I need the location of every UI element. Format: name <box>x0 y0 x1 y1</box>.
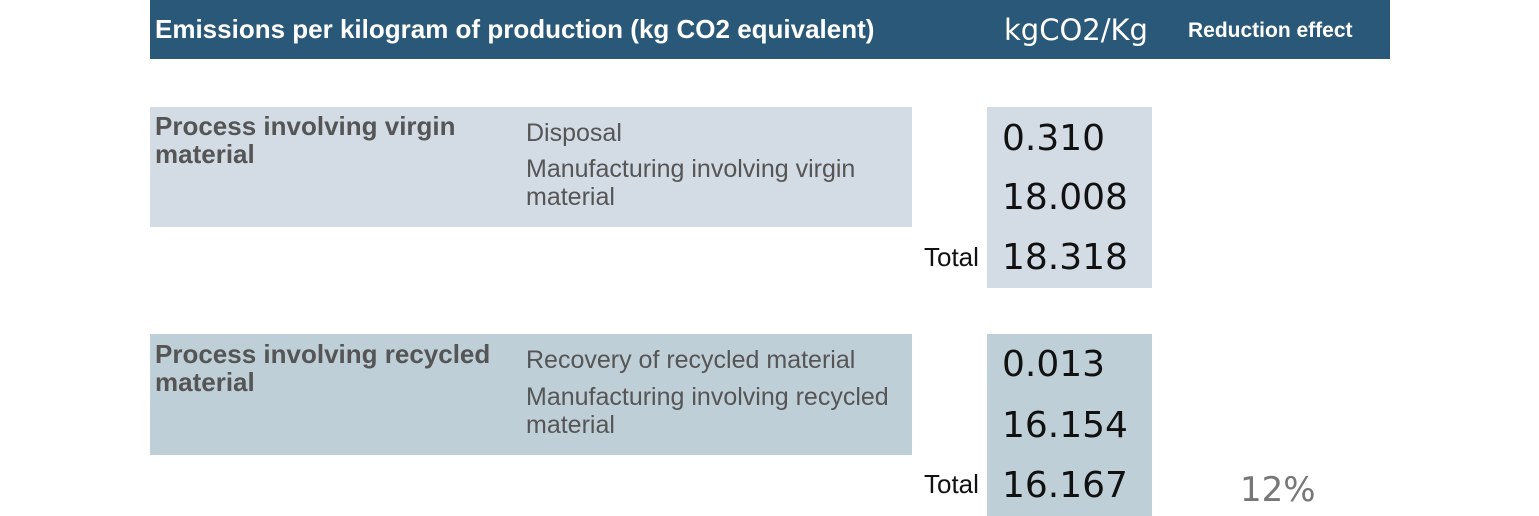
virgin-total-value: 18.318 <box>1002 237 1128 278</box>
virgin-item-disposal: Disposal <box>526 119 622 147</box>
recycled-values-column <box>987 334 1152 516</box>
reduction-effect-value: 12% <box>1240 470 1316 510</box>
virgin-total-label: Total <box>924 242 979 272</box>
recycled-item-recovery: Recovery of recycled material <box>526 346 856 374</box>
recycled-process-band <box>150 334 912 455</box>
recycled-item-manufacturing: Manufacturing involving recycled materia… <box>526 383 889 439</box>
virgin-process-label: Process involving virgin material <box>155 111 456 169</box>
header-reduction-label: Reduction effect <box>1188 19 1353 42</box>
recycled-total-label: Total <box>924 469 979 499</box>
header-title: Emissions per kilogram of production (kg… <box>155 14 875 44</box>
recycled-process-label: Process involving recycled material <box>155 339 491 397</box>
header-unit: kgCO2/Kg <box>1004 13 1148 47</box>
recycled-total-value: 16.167 <box>1002 465 1128 506</box>
virgin-process-band <box>150 107 912 227</box>
virgin-values-column <box>987 107 1152 288</box>
virgin-item-manufacturing: Manufacturing involving virgin material <box>526 155 856 211</box>
header-bar <box>150 0 1390 59</box>
virgin-value-disposal: 0.310 <box>1002 118 1106 159</box>
recycled-value-recovery: 0.013 <box>1002 344 1106 385</box>
virgin-value-manufacturing: 18.008 <box>1002 177 1128 218</box>
recycled-value-manufacturing: 16.154 <box>1002 405 1128 446</box>
